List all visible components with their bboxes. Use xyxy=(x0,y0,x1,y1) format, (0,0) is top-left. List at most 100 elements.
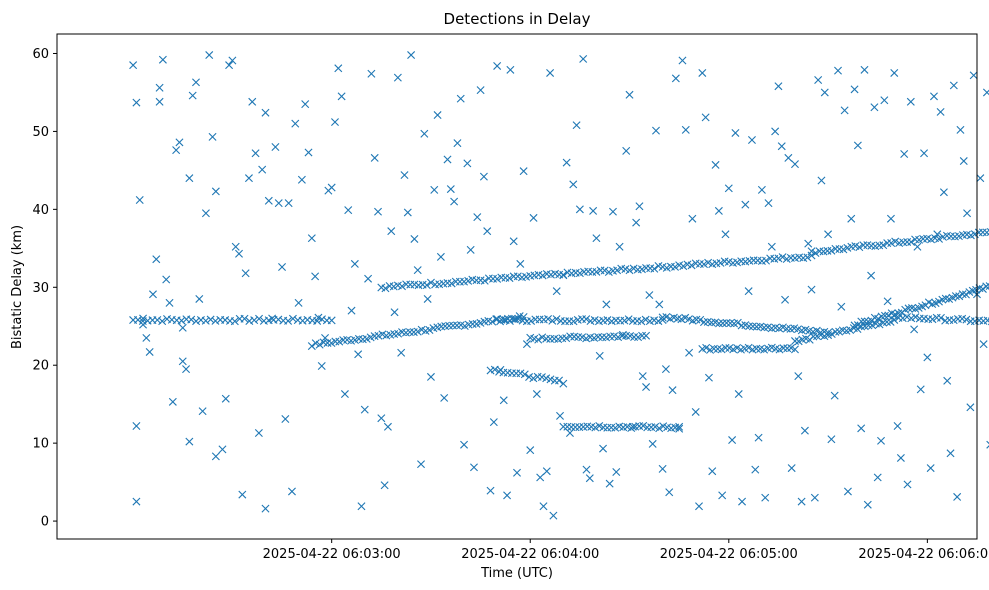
data-point xyxy=(192,78,200,87)
track-point xyxy=(879,241,888,250)
data-point xyxy=(499,396,508,405)
track-point xyxy=(860,317,869,326)
data-point xyxy=(946,449,955,458)
data-point xyxy=(665,488,674,497)
data-point xyxy=(579,54,588,63)
data-point xyxy=(268,314,277,323)
chart-title: Detections in Delay xyxy=(444,10,591,28)
data-point xyxy=(771,127,780,136)
data-point xyxy=(608,207,617,216)
data-point xyxy=(261,108,270,117)
track-point xyxy=(520,370,529,379)
data-point xyxy=(294,298,303,307)
data-point xyxy=(565,429,574,438)
data-point xyxy=(463,159,472,168)
track-point xyxy=(505,274,514,283)
y-tick-label: 50 xyxy=(32,125,49,140)
data-point xyxy=(367,69,376,78)
data-point xyxy=(556,411,565,420)
data-point xyxy=(900,150,909,159)
data-point xyxy=(986,440,989,449)
data-point xyxy=(139,314,148,323)
track-point xyxy=(398,282,406,291)
track-point xyxy=(480,276,489,285)
track-point xyxy=(569,317,578,326)
track-point xyxy=(985,282,989,291)
track-point xyxy=(307,342,316,351)
track-point xyxy=(422,281,431,290)
data-point xyxy=(754,433,763,442)
data-point xyxy=(344,206,353,215)
data-point xyxy=(456,94,465,103)
track-point xyxy=(211,316,220,325)
data-point xyxy=(589,206,598,215)
track-point xyxy=(381,284,390,293)
marker-layer xyxy=(129,51,989,520)
track-point xyxy=(807,247,816,256)
track-point xyxy=(315,340,324,349)
data-point xyxy=(635,202,644,211)
track-point xyxy=(831,327,840,336)
data-point xyxy=(264,196,273,205)
data-point xyxy=(377,414,386,423)
data-point xyxy=(757,185,766,194)
track-point xyxy=(245,317,254,326)
y-tick-label: 40 xyxy=(32,203,49,218)
data-point xyxy=(486,486,495,495)
data-point xyxy=(870,103,879,112)
data-point xyxy=(205,51,214,60)
data-point xyxy=(920,149,929,158)
data-point xyxy=(152,255,161,264)
data-point xyxy=(251,149,260,158)
data-point xyxy=(903,480,912,489)
data-point xyxy=(258,165,267,174)
data-point xyxy=(274,199,283,208)
data-point xyxy=(132,98,141,107)
data-point xyxy=(784,153,793,162)
x-tick-label: 2025-04-22 06:06:00 xyxy=(858,547,989,562)
data-point xyxy=(397,348,406,357)
data-point xyxy=(890,68,899,77)
data-point xyxy=(979,340,988,349)
data-point xyxy=(618,330,627,339)
track-point xyxy=(880,311,889,320)
track-point xyxy=(426,278,435,287)
data-point xyxy=(933,230,942,239)
data-point xyxy=(321,333,330,342)
data-point xyxy=(443,155,452,164)
track-point xyxy=(221,316,230,325)
data-point xyxy=(810,493,819,502)
track-point xyxy=(514,314,523,323)
track-point xyxy=(911,313,920,322)
x-axis: 2025-04-22 06:03:00 2025-04-22 06:04:00 20… xyxy=(263,539,989,562)
data-point xyxy=(721,230,730,239)
data-point xyxy=(837,302,846,311)
data-point xyxy=(896,453,905,462)
data-point xyxy=(489,418,498,427)
data-point xyxy=(178,323,187,332)
data-point xyxy=(820,88,829,97)
y-tick-label: 20 xyxy=(32,359,49,374)
data-point xyxy=(906,97,915,106)
data-point xyxy=(483,227,492,236)
track-point xyxy=(704,258,713,267)
track-point xyxy=(600,266,609,275)
data-point xyxy=(231,242,240,251)
data-point xyxy=(387,227,396,236)
data-point xyxy=(827,435,836,444)
data-point xyxy=(751,465,760,474)
data-point xyxy=(383,422,392,431)
track-point xyxy=(298,316,307,325)
data-point xyxy=(201,209,210,218)
track-point xyxy=(760,323,769,332)
data-point xyxy=(529,213,538,222)
data-point xyxy=(572,121,581,130)
track-point xyxy=(447,279,456,288)
data-point xyxy=(963,209,972,218)
data-point xyxy=(446,185,455,194)
track-point xyxy=(904,304,913,313)
data-point xyxy=(340,390,349,399)
track-point xyxy=(327,316,336,325)
data-point xyxy=(145,347,154,356)
data-point xyxy=(195,294,204,303)
